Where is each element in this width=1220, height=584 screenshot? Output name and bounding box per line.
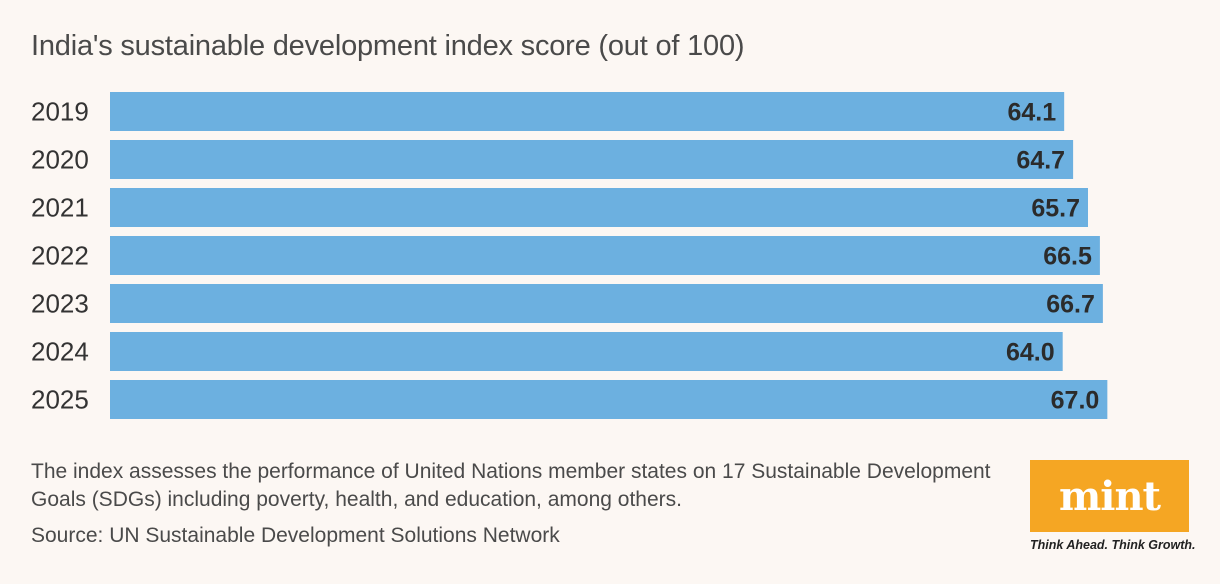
category-label: 2020 bbox=[31, 145, 89, 175]
chart-title: India's sustainable development index sc… bbox=[31, 30, 745, 62]
value-label: 66.7 bbox=[1046, 291, 1095, 319]
category-label: 2023 bbox=[31, 289, 89, 319]
bar bbox=[110, 284, 1103, 323]
chart-source: Source: UN Sustainable Development Solut… bbox=[31, 524, 560, 547]
category-label: 2024 bbox=[31, 337, 89, 367]
category-label: 2021 bbox=[31, 193, 89, 223]
bar bbox=[110, 92, 1065, 131]
bar bbox=[110, 380, 1108, 419]
chart-note: The index assesses the performance of Un… bbox=[31, 460, 991, 511]
value-label: 65.7 bbox=[1031, 195, 1080, 223]
bar-chart: 2019 64.1 2020 64.7 2021 65.7 2022 66.5 2023 66.7… bbox=[31, 92, 1108, 419]
category-label: 2025 bbox=[31, 385, 89, 415]
value-label: 67.0 bbox=[1051, 387, 1100, 415]
brand-tagline: Think Ahead. Think Growth. bbox=[1030, 538, 1196, 552]
bar bbox=[110, 188, 1088, 227]
bar bbox=[110, 140, 1074, 179]
value-label: 64.1 bbox=[1008, 99, 1057, 127]
bar bbox=[110, 332, 1063, 371]
value-label: 64.7 bbox=[1016, 147, 1065, 175]
bar bbox=[110, 236, 1100, 275]
value-label: 66.5 bbox=[1043, 243, 1092, 271]
mint-logo: mint bbox=[1030, 460, 1189, 532]
category-label: 2022 bbox=[31, 241, 89, 271]
value-label: 64.0 bbox=[1006, 339, 1055, 367]
logo-text: mint bbox=[1058, 472, 1161, 520]
category-label: 2019 bbox=[31, 97, 89, 127]
